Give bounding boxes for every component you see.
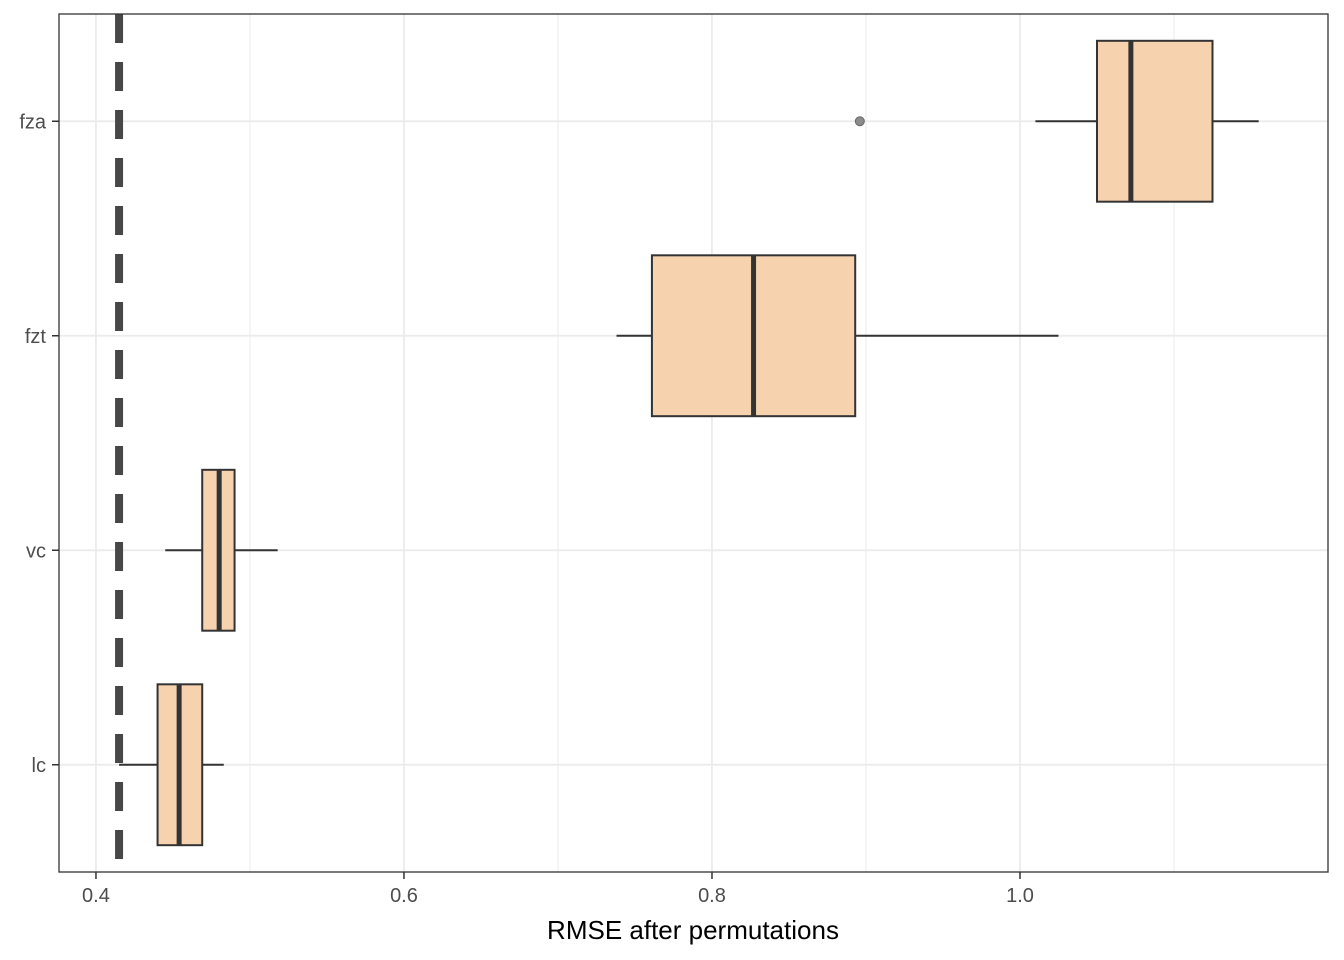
- x-tick-label: 1.0: [1006, 885, 1034, 907]
- y-tick-label-vc: vc: [26, 540, 46, 562]
- axes: 0.4 0.6 0.8 1.0 lc vc fzt fza: [19, 111, 1034, 907]
- box-iqr-fza: [1095, 39, 1214, 203]
- outlier-point-fza: [854, 116, 865, 127]
- y-tick-label-fza: fza: [19, 111, 47, 133]
- x-tick-label: 0.6: [390, 885, 418, 907]
- x-tick-label: 0.8: [698, 885, 726, 907]
- x-axis-title: RMSE after permutations: [547, 915, 839, 945]
- y-tick-label-fzt: fzt: [25, 326, 47, 348]
- x-tick-label: 0.4: [82, 885, 110, 907]
- box-layer: [119, 39, 1259, 847]
- plot-panel-border: [58, 13, 1329, 873]
- y-tick-label-lc: lc: [32, 755, 46, 777]
